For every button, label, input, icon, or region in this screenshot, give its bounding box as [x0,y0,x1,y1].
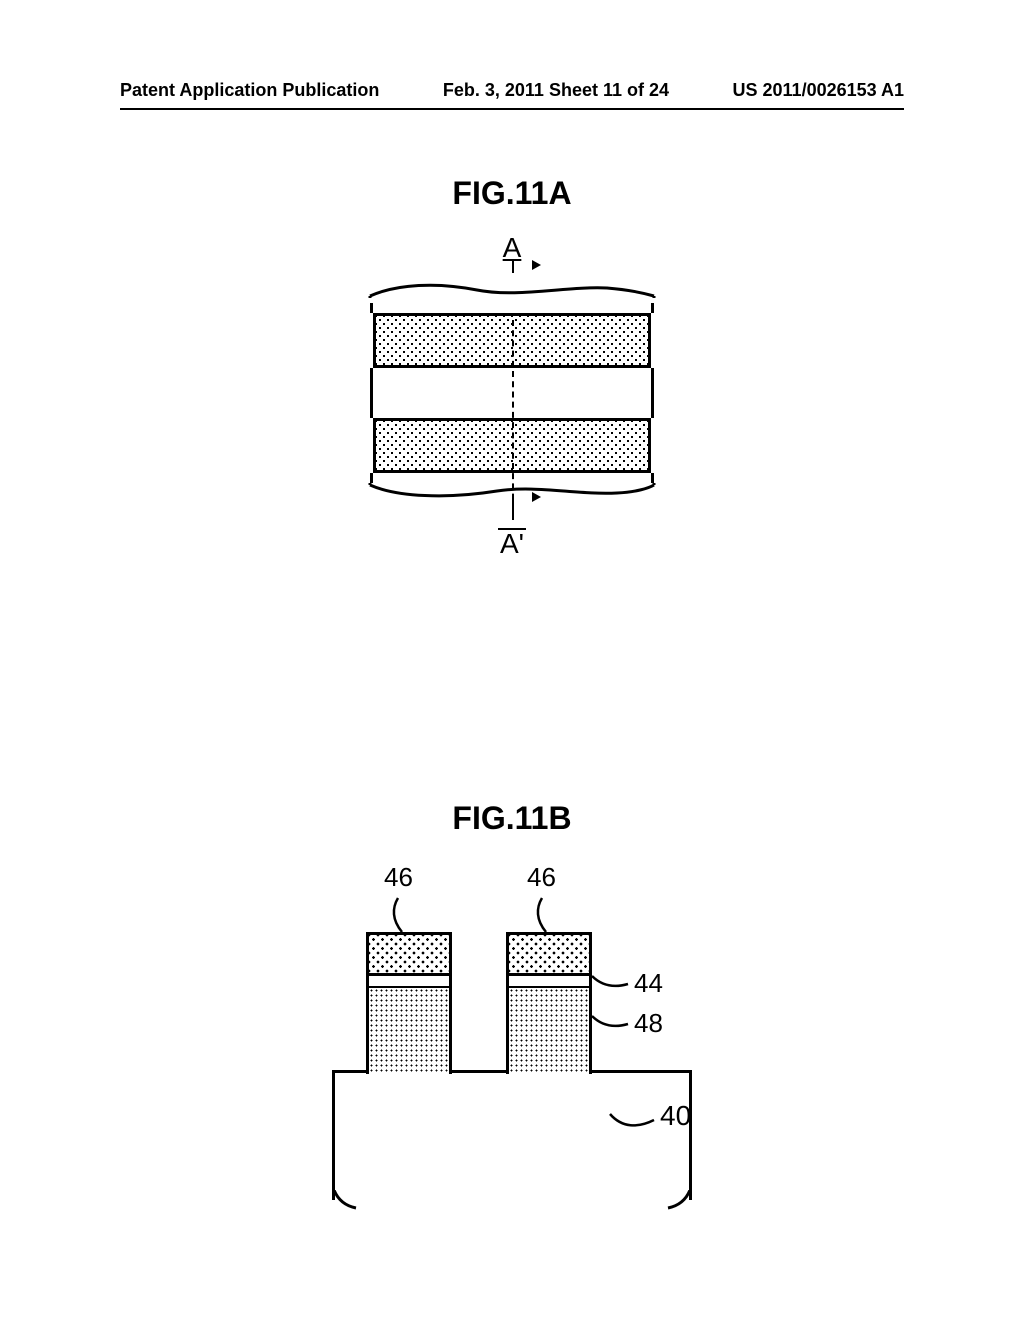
fig11b-title: FIG.11B [0,800,1024,837]
fig11a-diagram: A A' [367,240,657,520]
section-label-A: A [503,232,522,264]
page-header: Patent Application Publication Feb. 3, 2… [0,80,1024,101]
header-rule [120,108,904,110]
section-line [512,320,514,520]
label-44: 44 [634,968,663,999]
section-Ap-tick [512,498,514,514]
blank-row-top [370,303,654,313]
leader-44-icon [590,970,640,1000]
label-46-right: 46 [527,862,556,893]
fig11a-title: FIG.11A [0,175,1024,212]
leader-48-icon [590,1010,640,1040]
pillar-right [506,932,592,1074]
fig11a-body [367,280,657,520]
layer-46 [506,932,592,976]
header-center: Feb. 3, 2011 Sheet 11 of 24 [443,80,669,101]
section-Ap-arrow-icon [532,492,541,502]
torn-edge-substrate-icon [332,1190,692,1210]
section-A-tick [512,261,514,273]
fig11b-diagram: 46 46 44 48 40 [302,870,722,1210]
header-left: Patent Application Publication [120,80,379,101]
leader-40-icon [608,1106,668,1140]
header-right: US 2011/0026153 A1 [733,80,904,101]
label-48: 48 [634,1008,663,1039]
section-label-Ap: A' [500,528,524,560]
layer-44 [366,976,452,988]
layer-44 [506,976,592,988]
pillar-left [366,932,452,1074]
section-A-arrow-icon [532,260,541,270]
layer-48 [366,988,452,1074]
layer-46 [366,932,452,976]
torn-edge-top-icon [367,280,657,298]
label-40: 40 [660,1100,691,1132]
layer-48 [506,988,592,1074]
label-46-left: 46 [384,862,413,893]
